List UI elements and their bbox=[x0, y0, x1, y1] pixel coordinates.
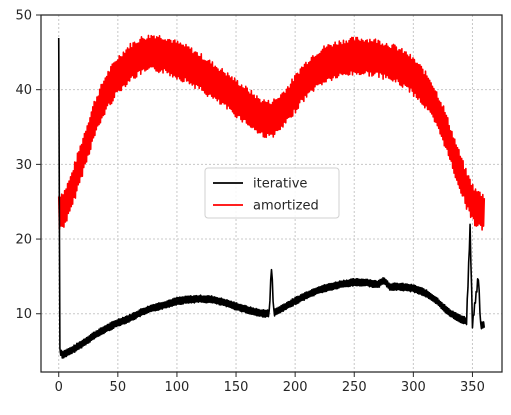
axes: 0 50 100 150 200 250 300 350 10 20 30 40 50 bbox=[15, 9, 484, 396]
legend-label-iterative: iterative bbox=[253, 177, 307, 192]
series-layer bbox=[57, 34, 486, 359]
x-tick-label: 300 bbox=[401, 380, 426, 395]
x-tick-label: 150 bbox=[224, 380, 249, 395]
y-tick-label: 40 bbox=[15, 83, 32, 98]
y-tick-label: 20 bbox=[15, 233, 32, 248]
y-tick-label: 50 bbox=[15, 9, 32, 24]
x-tick-label: 0 bbox=[55, 380, 63, 395]
y-tick-label: 10 bbox=[15, 307, 32, 322]
x-tick-label: 350 bbox=[460, 380, 485, 395]
plot-frame bbox=[40, 14, 503, 373]
x-tick-label: 200 bbox=[283, 380, 308, 395]
x-tick-label: 250 bbox=[342, 380, 367, 395]
series-line-iterative bbox=[57, 37, 486, 359]
x-tick-label: 50 bbox=[110, 380, 127, 395]
legend: iterative amortized bbox=[204, 167, 340, 219]
series-line-amortized bbox=[57, 34, 486, 231]
legend-label-amortized: amortized bbox=[253, 199, 319, 214]
x-tick-label: 100 bbox=[165, 380, 190, 395]
y-tick-label: 30 bbox=[15, 158, 32, 173]
